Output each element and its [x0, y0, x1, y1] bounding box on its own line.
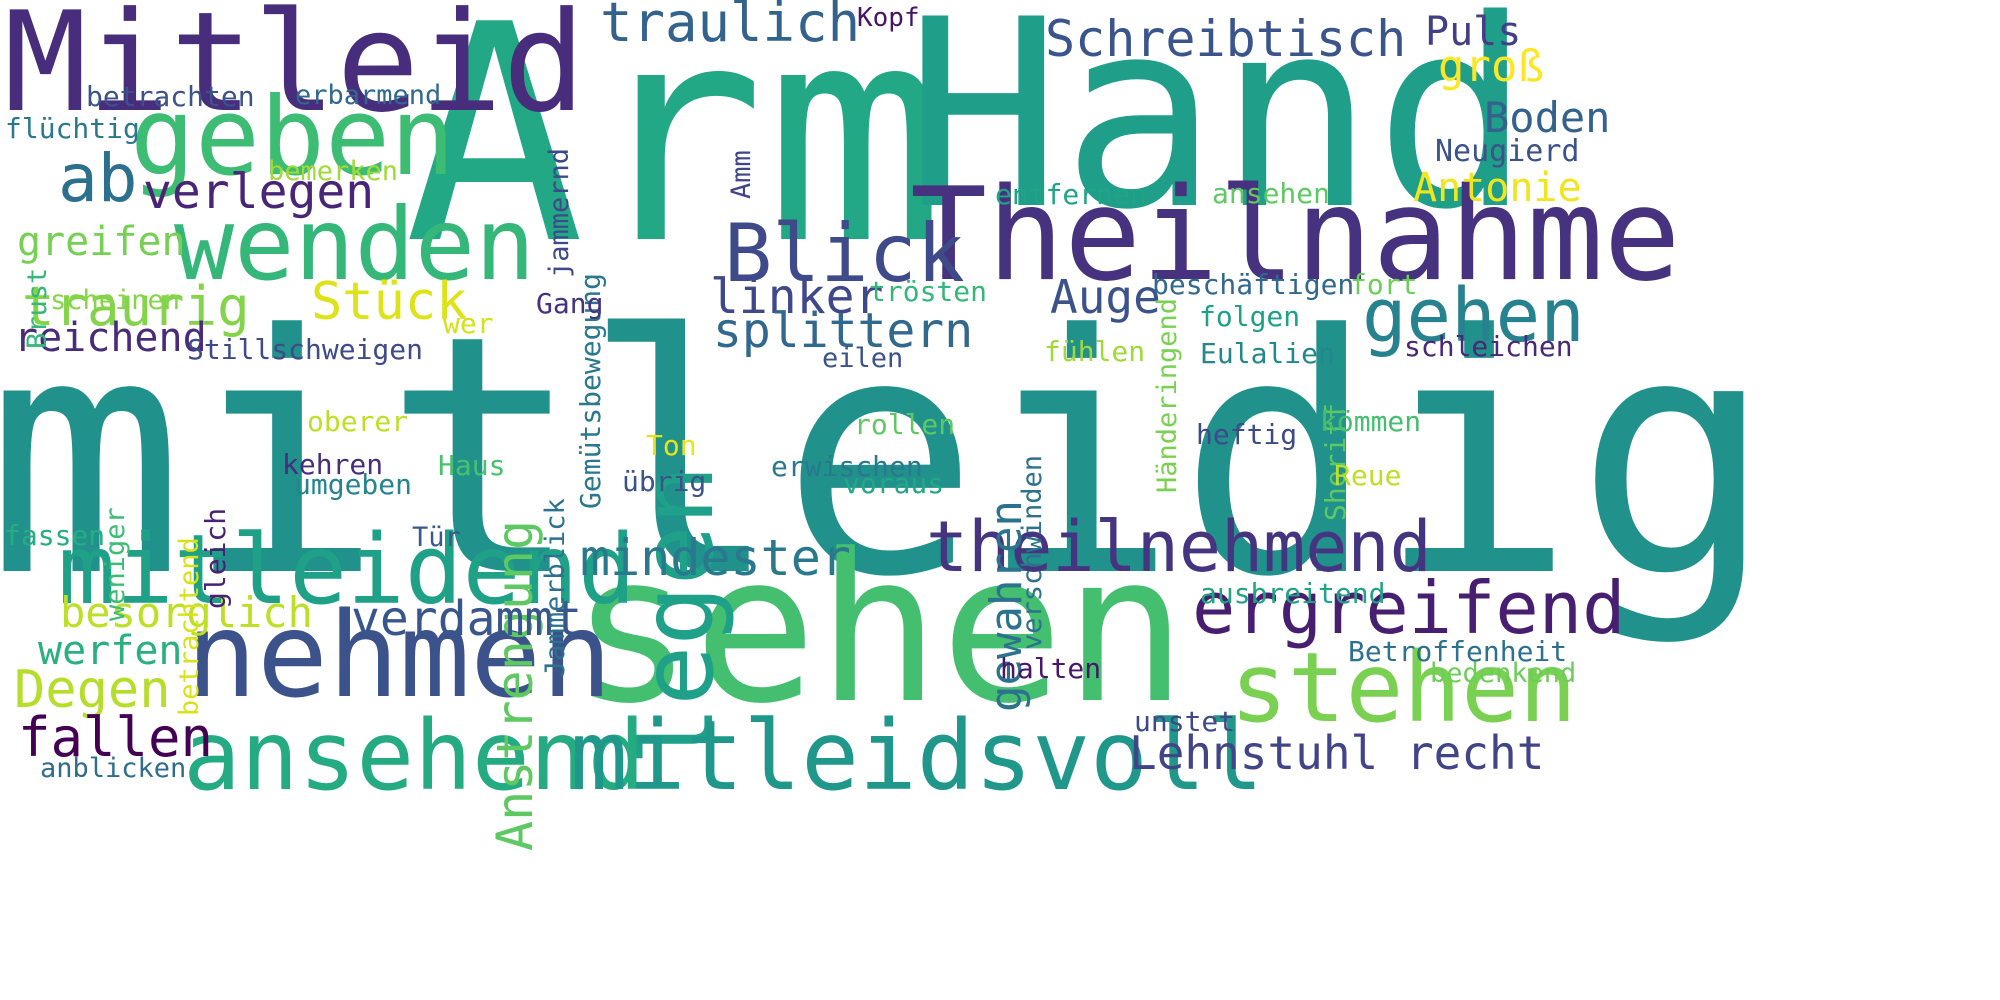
cloud-word: eilen	[822, 343, 904, 374]
cloud-word: erbarmend	[295, 80, 442, 111]
cloud-word: Boden	[1484, 93, 1611, 142]
cloud-word: scheinen	[50, 285, 181, 316]
cloud-word: ab	[58, 140, 138, 217]
cloud-word: trösten	[869, 275, 988, 308]
cloud-word: ausbreitend	[1200, 577, 1386, 610]
cloud-word: verlegen	[143, 164, 375, 220]
cloud-word: ansehend	[183, 700, 646, 812]
cloud-word: fallen	[18, 706, 214, 769]
cloud-word: fassen	[4, 519, 106, 552]
cloud-word: Stillschweigen	[187, 333, 424, 366]
cloud-word: fort	[1350, 268, 1418, 301]
cloud-word: mindester	[580, 529, 851, 587]
cloud-word: Hand	[905, 0, 1532, 267]
cloud-word: greifen	[17, 219, 186, 265]
cloud-word: weniger	[100, 507, 131, 621]
cloud-word: sehen	[570, 511, 1188, 749]
cloud-word: folgen	[1199, 300, 1301, 333]
cloud-word: Amm	[726, 150, 757, 199]
cloud-word: reichend	[14, 315, 207, 361]
cloud-word: rollen	[854, 408, 956, 441]
cloud-word: Reue	[1334, 459, 1402, 492]
cloud-word: theilnehmend	[926, 506, 1432, 588]
cloud-word: ergreifend	[1192, 566, 1626, 650]
cloud-word: Degen	[14, 660, 171, 720]
cloud-word: kehren	[282, 448, 384, 481]
cloud-word: Stück	[311, 272, 468, 332]
cloud-word: Schreibtisch	[1045, 10, 1407, 68]
cloud-word: Arm	[404, 0, 946, 310]
cloud-word: traurig	[22, 275, 250, 338]
cloud-word: Neugierd	[1435, 134, 1580, 169]
cloud-word: kömmen	[1320, 405, 1422, 438]
cloud-word: Puls	[1425, 9, 1522, 55]
cloud-word: bemerken	[268, 156, 399, 187]
cloud-word: Kopf	[857, 3, 920, 33]
cloud-word: halten	[1000, 652, 1102, 685]
cloud-word: mitleidig	[0, 265, 1775, 649]
cloud-word: mitleidsvoll	[570, 700, 1264, 812]
cloud-word: Anstrengung	[486, 519, 544, 851]
cloud-word: wenden	[174, 186, 536, 303]
cloud-word: linker	[710, 269, 884, 325]
cloud-word: Haus	[438, 449, 506, 482]
cloud-word: oberer	[307, 405, 409, 438]
cloud-word: Lehnstuhl recht	[1129, 726, 1545, 780]
cloud-word: entfernen	[995, 178, 1147, 211]
cloud-word: heftig	[1196, 418, 1298, 451]
cloud-word: besorglich	[60, 588, 313, 637]
cloud-word: bedenkend	[1430, 658, 1577, 689]
cloud-word: Blick	[724, 207, 965, 300]
cloud-word: traulich	[600, 0, 861, 54]
cloud-word: beschäftigen	[1152, 268, 1355, 301]
cloud-word: splittern	[713, 303, 974, 359]
cloud-word: Antonie	[1413, 165, 1582, 211]
cloud-word: Ton	[646, 429, 697, 462]
cloud-word: stehen	[1230, 632, 1577, 744]
cloud-word: jammernd	[544, 147, 575, 278]
cloud-word: Tür	[412, 522, 461, 553]
cloud-word: fühlen	[1044, 335, 1146, 368]
cloud-word: Jammerblick	[540, 498, 571, 677]
cloud-word: groß	[1438, 41, 1544, 92]
cloud-word: flüchtig	[5, 112, 140, 145]
cloud-word: verdammt	[351, 591, 583, 647]
cloud-word: unstet	[1134, 705, 1236, 738]
cloud-word: verschwinden	[1017, 454, 1048, 650]
cloud-word: Händeringend	[1152, 297, 1183, 493]
cloud-word: werfen	[38, 628, 183, 674]
cloud-word: betrachten	[86, 80, 255, 113]
cloud-word: Eulalien	[1200, 337, 1335, 370]
cloud-word: Auge	[1050, 270, 1161, 324]
cloud-word: wer	[443, 307, 494, 340]
cloud-word: nehmen	[186, 586, 613, 724]
cloud-word: übrig	[622, 465, 707, 498]
cloud-word: mitleidend	[58, 514, 636, 626]
cloud-word: anblicken	[40, 753, 187, 784]
cloud-word: Theilnahme	[910, 161, 1681, 310]
cloud-word: ansehen	[1212, 177, 1331, 210]
cloud-word: umgeben	[294, 468, 413, 501]
cloud-word: Gang	[536, 287, 604, 320]
cloud-word: Mitleid	[4, 0, 586, 143]
cloud-word: Betroffenheit	[1348, 635, 1568, 668]
cloud-word: voraus	[843, 467, 945, 500]
cloud-word: schleichen	[1404, 330, 1573, 363]
cloud-word: erwischen	[771, 450, 923, 483]
cloud-word: Brust	[22, 267, 53, 349]
cloud-word: gehen	[1362, 273, 1585, 359]
cloud-word: gleich	[199, 507, 232, 609]
cloud-word: geben	[130, 75, 456, 200]
